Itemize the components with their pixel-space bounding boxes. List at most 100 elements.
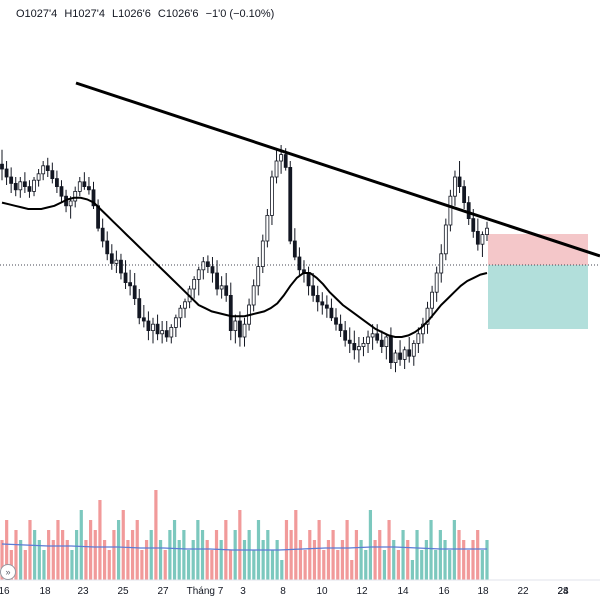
volume-bar [19, 540, 23, 580]
volume-bar [144, 540, 149, 580]
volume-bar [112, 530, 116, 580]
candle [421, 317, 425, 344]
volume-bar [154, 490, 158, 580]
volume-bar [312, 540, 317, 580]
candle [430, 285, 434, 318]
candle [361, 337, 366, 357]
x-axis-tick-label: 10 [316, 586, 328, 597]
candle [27, 180, 32, 198]
volume-bar [47, 530, 51, 580]
candle [448, 189, 453, 232]
candle [260, 234, 265, 273]
volume-bar [247, 530, 251, 580]
candle [475, 218, 480, 251]
volume-bar [121, 510, 125, 580]
x-axis-tick-label: 8 [280, 586, 286, 597]
volume-bar [438, 530, 442, 580]
volume-bar [396, 550, 400, 580]
candle [329, 298, 334, 321]
candle [315, 285, 320, 312]
volume-bar [252, 550, 256, 580]
candle [183, 298, 187, 318]
legend-close: C1026'6 [157, 8, 199, 20]
volume-bar [0, 540, 4, 580]
chevrons-right-icon[interactable]: » [0, 564, 16, 580]
volume-bar [233, 530, 237, 580]
candle [50, 162, 55, 184]
candle [352, 330, 357, 360]
candle [82, 172, 87, 190]
legend-open: O1027'4 [16, 8, 58, 20]
candle [402, 346, 407, 369]
candle [375, 324, 380, 344]
candle [160, 321, 165, 344]
volume-bar [149, 530, 153, 580]
volume-bar [135, 520, 139, 580]
volume-bar [485, 540, 489, 580]
x-axis-tick-label: 12 [356, 586, 368, 597]
volume-bar [172, 520, 177, 580]
candle [68, 196, 73, 219]
ohlc-legend: O1027'4 H1027'4 L1026'6 C1026'6 −1'0 (−0… [16, 8, 278, 20]
candle [379, 330, 384, 353]
volume-bar [102, 540, 107, 580]
candle [41, 161, 46, 181]
candle [297, 247, 302, 277]
reward-zone[interactable] [488, 265, 588, 329]
volume-bar [84, 540, 88, 580]
candle [137, 289, 142, 325]
volume-bar [298, 540, 303, 580]
x-axis-tick-label: 28 [557, 586, 569, 597]
volume-bar [457, 530, 461, 580]
volume-bar [98, 500, 102, 580]
volume-bar [51, 540, 55, 580]
volume-bar [308, 530, 312, 580]
volume-bar [415, 530, 419, 580]
risk-zone[interactable] [488, 234, 588, 265]
x-axis-tick-label: Tháng 7 [187, 586, 224, 597]
volume-bar [326, 540, 331, 580]
x-axis-tick-label: 24 [557, 586, 569, 597]
candle [238, 311, 242, 347]
x-axis-tick-label: 3 [240, 586, 246, 597]
candle [18, 177, 23, 198]
volume-bar [5, 520, 9, 580]
candle [96, 199, 100, 232]
volume-bar [23, 550, 27, 580]
volume-bar [196, 520, 200, 580]
candle [128, 269, 133, 296]
candle [196, 266, 201, 296]
volume-bar [33, 530, 37, 580]
candle [288, 161, 293, 245]
volume-bar [75, 530, 79, 580]
volume-bar [448, 550, 452, 580]
candle [439, 244, 444, 283]
candle [233, 314, 238, 344]
volume-bar [28, 520, 32, 580]
candle [55, 170, 59, 193]
candle [334, 308, 338, 331]
volume-bar [350, 560, 354, 580]
candle [0, 149, 4, 181]
x-axis-tick-label: 23 [77, 586, 89, 597]
candle [228, 282, 233, 341]
candle [192, 276, 197, 299]
volume-bar [406, 540, 410, 580]
candle [265, 209, 270, 248]
volume-bar [56, 520, 60, 580]
volume-bar [261, 540, 265, 580]
x-axis-tick-label: 18 [477, 586, 489, 597]
x-axis-tick-label: 25 [117, 586, 129, 597]
downtrend-line[interactable] [75, 81, 600, 258]
candle [343, 321, 348, 347]
candle [132, 273, 137, 305]
volume-bar [378, 530, 382, 580]
candle [443, 218, 448, 261]
legend-change: −1'0 (−0.10%) [205, 8, 275, 20]
volume-bar [219, 540, 223, 580]
volume-bar [130, 530, 135, 580]
volume-bar [462, 540, 466, 580]
candle [4, 161, 9, 185]
